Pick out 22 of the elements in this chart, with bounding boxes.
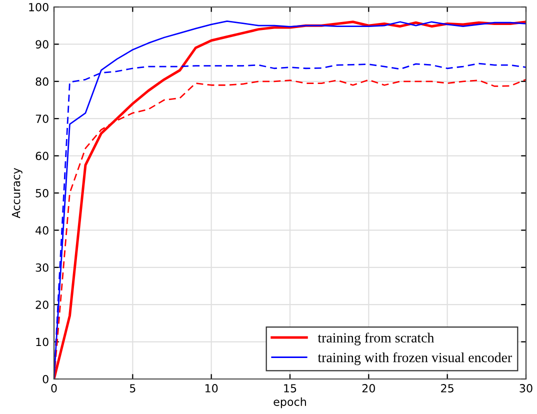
y-tick-label: 10 bbox=[36, 338, 48, 346]
y-tick-label: 80 bbox=[36, 77, 48, 86]
x-tick-label: 25 bbox=[441, 384, 454, 392]
y-tick-label: 30 bbox=[36, 263, 48, 272]
x-tick-label: 5 bbox=[130, 384, 136, 392]
y-tick-label: 90 bbox=[36, 40, 48, 49]
x-tick-label: 0 bbox=[51, 384, 57, 392]
x-axis-title: epoch bbox=[274, 397, 306, 408]
x-tick-label: 30 bbox=[520, 384, 532, 392]
y-tick-label: 50 bbox=[36, 188, 48, 198]
x-tick-label: 10 bbox=[205, 384, 218, 392]
y-tick-label: 60 bbox=[36, 152, 48, 160]
y-tick-label: 70 bbox=[36, 114, 48, 123]
y-tick-label: 20 bbox=[36, 300, 48, 309]
y-tick-label: 100 bbox=[29, 2, 48, 12]
y-tick-label: 0 bbox=[42, 374, 48, 384]
x-tick-label: 15 bbox=[284, 384, 296, 392]
y-tick-label: 40 bbox=[36, 226, 48, 235]
y-axis-title: Accuracy bbox=[12, 168, 22, 218]
legend-label: training from scratch bbox=[318, 332, 434, 346]
legend-label: training with frozen visual encoder bbox=[318, 352, 512, 366]
x-tick-label: 20 bbox=[362, 384, 375, 392]
